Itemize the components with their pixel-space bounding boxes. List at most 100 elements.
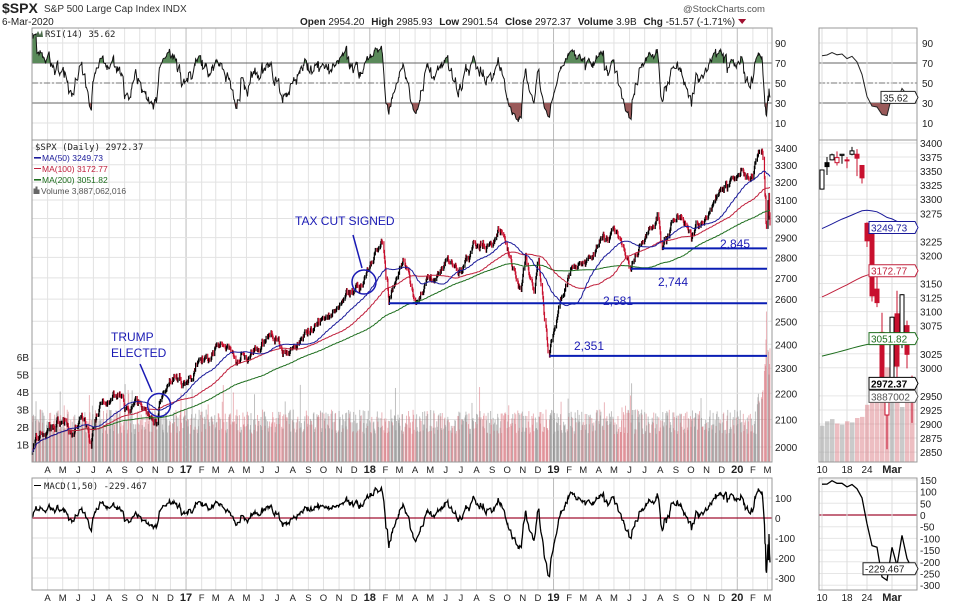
volume-bar [148, 420, 150, 462]
volume-bar [443, 419, 445, 462]
mini-volume-bar [830, 419, 835, 462]
volume-bar [159, 420, 161, 462]
rsi-axis-label: 10 [775, 119, 787, 130]
volume-bar [175, 415, 177, 462]
volume-bar [686, 411, 688, 462]
x-tick-label: O [136, 593, 143, 604]
volume-bar [211, 418, 213, 462]
volume-bar [56, 412, 58, 462]
volume-bar [163, 416, 165, 462]
volume-bar [598, 421, 600, 462]
volume-bar [574, 412, 576, 462]
volume-bar [620, 420, 622, 462]
volume-bar [306, 415, 308, 462]
volume-bar [691, 410, 693, 462]
volume-bar [418, 431, 420, 462]
volume-bar [505, 413, 507, 462]
volume-bar [366, 423, 368, 462]
ma200-value-tag: 3051.82 [871, 335, 908, 346]
volume-bar [68, 428, 70, 462]
volume-bar [667, 412, 669, 462]
volume-bar [144, 429, 146, 462]
volume-bar [452, 425, 454, 462]
volume-bar [45, 431, 47, 462]
volume-bar [355, 414, 357, 462]
volume-bar [679, 422, 681, 462]
volume-bar [370, 432, 372, 462]
volume-axis-label: 2B [17, 423, 30, 434]
volume-bar [334, 413, 336, 462]
volume-bar [596, 409, 598, 462]
chg-value: -51.57 (-1.71%) [666, 17, 735, 28]
volume-bar [228, 416, 230, 462]
volume-bar [739, 419, 741, 462]
volume-bar [554, 412, 556, 462]
volume-bar [402, 414, 404, 462]
x-tick-label: J [76, 465, 81, 476]
volume-bar [408, 427, 410, 462]
volume-bar [303, 429, 305, 462]
volume-bar [539, 423, 541, 462]
volume-bar [714, 420, 716, 462]
volume-bar [758, 400, 760, 462]
volume-bar [219, 419, 221, 462]
mini-x-tick-label: 10 [816, 465, 828, 476]
volume-bar [503, 420, 505, 462]
volume-bar [467, 424, 469, 462]
candle-body [834, 157, 840, 164]
price-axis-label: 2900 [775, 234, 798, 245]
volume-bar [210, 417, 212, 462]
volume-bar [756, 404, 758, 462]
volume-bar [350, 422, 352, 462]
x-tick-label: A [412, 465, 419, 476]
volume-bar [533, 431, 535, 462]
volume-bar [478, 417, 480, 462]
volume-bar [126, 419, 128, 462]
volume-value-tag-box [868, 389, 919, 403]
volume-bar [376, 416, 378, 462]
x-tick-label: J [443, 593, 448, 604]
volume-bar [170, 432, 172, 462]
volume-bar [708, 427, 710, 462]
volume-bar [81, 423, 83, 462]
volume-bar [46, 424, 48, 462]
volume-bar [264, 425, 266, 462]
volume-bar [381, 425, 383, 462]
volume-bar [521, 431, 523, 462]
volume-bar [658, 431, 660, 462]
mini-price-axis-label: 2875 [920, 434, 943, 445]
volume-bar [156, 429, 158, 462]
volume-bar [209, 426, 211, 462]
x-tick-label: A [44, 593, 51, 604]
volume-bar [464, 415, 466, 462]
volume-bar [455, 430, 457, 462]
ma100-value-tag: 3172.77 [871, 267, 908, 278]
volume-bar [267, 421, 269, 462]
volume-bar [349, 411, 351, 462]
legend-price: $SPX (Daily) 2972.37 [35, 143, 143, 153]
volume-bar [145, 410, 147, 462]
volume-bar [198, 426, 200, 462]
volume-bar [497, 417, 499, 462]
volume-bar [627, 409, 629, 462]
x-tick-label: A [657, 465, 664, 476]
volume-bar [411, 433, 413, 462]
volume-bar [527, 421, 529, 462]
mini-macd-axis-label: 0 [920, 511, 926, 522]
volume-bar [589, 414, 591, 462]
volume-bar [120, 426, 122, 462]
x-tick-label: J [642, 593, 647, 604]
volume-bar [324, 428, 326, 462]
volume-bar [237, 430, 239, 462]
volume-bar [134, 428, 136, 462]
volume-bar [238, 415, 240, 462]
x-tick-label: M [610, 593, 618, 604]
ma50-value-tag: 3249.73 [871, 223, 908, 234]
volume-bar [147, 424, 149, 462]
volume-bar [161, 414, 163, 462]
volume-bar [765, 311, 767, 462]
mini-macd-axis-label: 100 [920, 488, 937, 499]
trump-label-line1: TRUMP [111, 330, 154, 344]
volume-bar [677, 431, 679, 462]
volume-bar [761, 392, 763, 462]
